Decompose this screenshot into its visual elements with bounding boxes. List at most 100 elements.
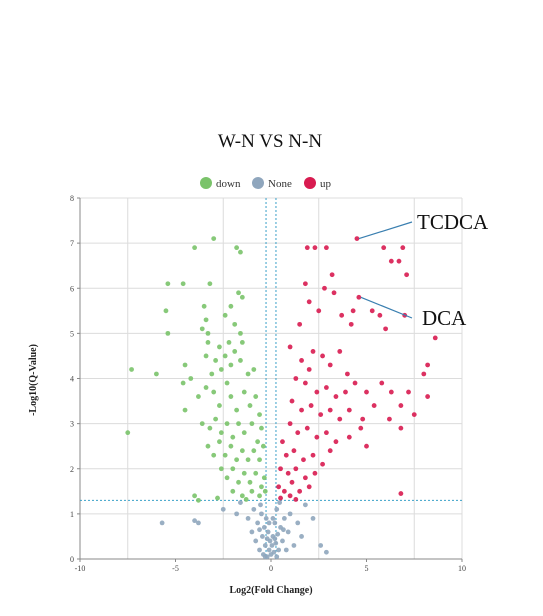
data-point-down (228, 443, 234, 449)
data-point-none (299, 534, 304, 539)
data-point-up (302, 475, 308, 481)
chart-title: W-N VS N-N (218, 131, 322, 152)
data-point-down (207, 281, 213, 287)
data-point-down (262, 488, 268, 494)
data-point-down (251, 367, 257, 372)
data-point-down (230, 434, 236, 440)
data-point-up (316, 308, 322, 314)
data-point-down (257, 493, 262, 499)
data-point-up (354, 236, 360, 242)
data-point-up (323, 385, 329, 390)
data-point-down (205, 443, 211, 449)
data-point-up (333, 439, 339, 445)
data-point-none (287, 511, 293, 517)
data-point-down (180, 281, 186, 287)
data-point-down (238, 358, 243, 363)
legend-swatch (304, 177, 316, 189)
data-point-down (226, 340, 232, 345)
y-axis-label: -Log10(Q-Value) (28, 344, 39, 416)
data-point-none (281, 527, 286, 533)
data-point-down (218, 430, 224, 436)
data-point-down (247, 403, 253, 408)
data-point-up (327, 362, 333, 368)
data-point-down (188, 376, 194, 381)
data-point-up (356, 294, 362, 300)
data-point-none (275, 531, 281, 537)
legend-item-up: up (304, 177, 332, 190)
data-point-none (285, 529, 291, 535)
data-point-down (201, 303, 207, 309)
data-point-up (396, 258, 402, 264)
data-point-none (257, 527, 262, 533)
data-point-up (280, 439, 285, 445)
data-point-down (207, 425, 213, 431)
data-point-up (285, 470, 291, 476)
data-point-down (232, 349, 238, 354)
data-point-down (199, 326, 205, 332)
data-point-down (215, 495, 220, 501)
data-point-down (203, 353, 209, 359)
data-point-down (205, 340, 211, 345)
data-point-down (182, 362, 188, 368)
data-point-down (203, 317, 209, 323)
data-point-up (350, 308, 356, 314)
data-point-down (217, 344, 222, 350)
data-point-up (301, 457, 306, 463)
data-point-up (297, 488, 303, 494)
legend-label: None (268, 178, 292, 190)
data-point-up (398, 491, 404, 496)
data-point-up (425, 394, 431, 399)
data-point-up (293, 497, 299, 502)
data-point-down (261, 475, 267, 481)
data-point-down (211, 452, 217, 458)
data-point-up (295, 430, 301, 436)
legend-label: up (320, 178, 332, 190)
data-point-down (224, 475, 230, 481)
data-point-none (281, 515, 287, 521)
data-point-none (264, 536, 270, 542)
data-point-none (271, 549, 277, 555)
data-point-up (339, 312, 345, 318)
data-point-up (308, 403, 314, 408)
data-point-down (125, 430, 131, 436)
data-point-up (278, 466, 283, 472)
annotation-leader-line (358, 221, 413, 240)
data-point-up (293, 376, 299, 381)
data-point-none (276, 547, 282, 553)
data-point-up (404, 272, 410, 278)
data-point-down (247, 479, 253, 485)
y-tick-label: 7 (70, 239, 74, 248)
data-point-down (222, 452, 228, 458)
data-point-down (211, 236, 217, 242)
data-point-up (323, 430, 329, 436)
data-point-down (234, 457, 240, 463)
data-point-up (314, 434, 320, 440)
tick-labels: -10 -5 0 5 10 0 1 2 3 4 5 6 7 8 (70, 194, 466, 573)
data-point-up (360, 416, 366, 422)
data-point-none (269, 543, 275, 548)
data-point-down (203, 385, 209, 390)
data-point-none (283, 547, 289, 553)
data-point-up (348, 321, 354, 327)
data-point-down (257, 412, 262, 417)
data-point-up (320, 353, 325, 359)
data-point-none (273, 540, 279, 546)
data-point-down (245, 457, 251, 463)
data-point-down (213, 358, 219, 363)
data-point-up (310, 349, 316, 354)
data-point-down (239, 340, 245, 345)
data-point-down (251, 448, 257, 454)
data-point-up (289, 479, 295, 485)
data-point-none (196, 520, 201, 526)
data-point-down (238, 330, 243, 336)
data-point-down (236, 421, 241, 427)
data-point-down (239, 294, 245, 300)
data-point-none (318, 543, 324, 548)
x-tick-label: 0 (269, 564, 273, 573)
data-point-up (364, 443, 369, 449)
legend-item-none: None (252, 177, 292, 190)
data-point-up (278, 495, 283, 501)
data-point-up (345, 371, 350, 377)
data-point-none (159, 520, 165, 526)
